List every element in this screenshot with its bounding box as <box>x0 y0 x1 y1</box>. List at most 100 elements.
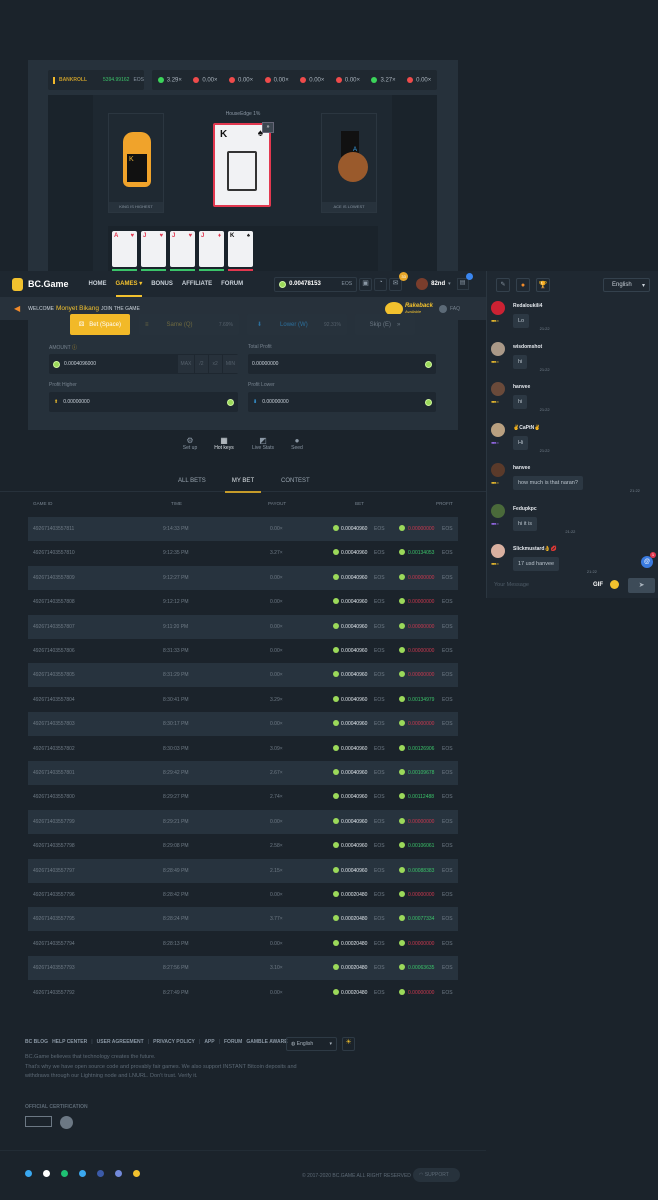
github-icon[interactable] <box>43 1170 50 1177</box>
facebook-icon[interactable] <box>97 1170 104 1177</box>
rocket-icon[interactable]: ● <box>516 278 530 292</box>
footer-link[interactable]: APP <box>204 1039 215 1045</box>
gif-button[interactable]: GIF <box>593 582 603 588</box>
game-id[interactable]: 492671403557802 <box>33 745 75 752</box>
telegram-icon[interactable] <box>25 1170 32 1177</box>
avatar[interactable] <box>491 422 505 437</box>
discord-icon[interactable] <box>115 1170 122 1177</box>
half-button[interactable]: /2 <box>195 355 208 373</box>
game-id[interactable]: 492671403557799 <box>33 818 75 825</box>
game-id[interactable]: 492671403557811 <box>33 526 75 532</box>
game-id[interactable]: 492671403557796 <box>33 892 75 898</box>
support-button[interactable]: ◠ SUPPORT <box>413 1168 460 1182</box>
logo-text[interactable]: BC.Game <box>28 279 69 289</box>
game-id[interactable]: 492671403557793 <box>33 965 75 972</box>
seed-tool[interactable]: ● Seed <box>282 436 312 451</box>
game-id[interactable]: 492671403557809 <box>33 574 75 581</box>
game-id[interactable]: 492671403557797 <box>33 867 75 874</box>
avatar[interactable] <box>491 382 505 396</box>
info-icon[interactable]: ⓘ <box>71 345 77 351</box>
game-id[interactable]: 492671403557803 <box>33 721 75 728</box>
theme-toggle-sun-icon[interactable]: ☀ <box>342 1037 355 1051</box>
chat-username[interactable]: Redaloukili4 <box>513 303 543 309</box>
nav-affiliate[interactable]: AFFILIATE <box>181 281 213 287</box>
faq-link[interactable]: FAQ <box>449 305 460 312</box>
chat-tools-icon[interactable]: ✎ <box>496 278 510 292</box>
welcome-user[interactable]: Monyet Bikang <box>56 305 99 312</box>
game-id[interactable]: 492671403557800 <box>33 794 75 801</box>
avatar[interactable] <box>491 544 505 558</box>
footer-language-select[interactable]: ◍ English ▾ <box>286 1037 337 1051</box>
certification-badge-icon[interactable] <box>25 1116 52 1127</box>
tab-all-bets[interactable]: ALL BETS <box>178 478 206 484</box>
live-stats-tool[interactable]: ◩ Live Stats <box>248 436 278 451</box>
wallet-balance[interactable]: 0.00478153 EOS <box>274 276 358 292</box>
tab-my-bet[interactable]: MY BET <box>225 478 261 493</box>
avatar[interactable] <box>491 341 505 356</box>
avatar[interactable] <box>491 463 505 477</box>
faq-icon[interactable] <box>438 304 447 313</box>
chat-message-input[interactable]: Your Message <box>494 582 529 588</box>
game-id[interactable]: 492671403557808 <box>33 599 75 606</box>
setup-tool[interactable]: ⚙ Set up <box>175 436 205 451</box>
double-button[interactable]: x2 <box>208 355 222 373</box>
trophy-icon[interactable]: 🏆 <box>536 278 550 292</box>
chat-username[interactable]: hanvee <box>513 384 531 390</box>
nav-forum[interactable]: FORUM <box>221 281 244 287</box>
game-id[interactable]: 492671403557806 <box>33 648 75 654</box>
game-id[interactable]: 492671403557805 <box>33 672 75 679</box>
same-button[interactable]: ≡ Same (Q) 7.69% <box>139 314 239 335</box>
bet-button[interactable]: ⚄ Bet (Space) <box>70 314 130 335</box>
user-avatar[interactable] <box>416 278 429 290</box>
medium-icon[interactable] <box>61 1170 68 1177</box>
send-button[interactable]: ➤ <box>628 578 655 593</box>
chevron-down-icon[interactable]: ▾ <box>448 281 451 287</box>
footer-link[interactable]: BC BLOG <box>25 1039 49 1045</box>
nav-bonus[interactable]: BONUS <box>151 281 173 287</box>
game-id[interactable]: 492671403557810 <box>33 550 75 557</box>
rakeback-button[interactable]: Rakeback Available <box>384 301 433 316</box>
user-rank[interactable]: 82nd <box>431 281 446 287</box>
chat-username[interactable]: ✌CaPtN✌ <box>513 424 541 431</box>
emoji-icon[interactable] <box>610 580 619 589</box>
footer-link[interactable]: GAMBLE AWARE <box>246 1039 288 1045</box>
hotkeys-tool[interactable]: ▦ Hot keys <box>209 436 239 451</box>
avatar[interactable] <box>491 503 505 518</box>
game-id[interactable]: 492671403557798 <box>33 843 75 850</box>
tab-contest[interactable]: CONTEST <box>281 478 310 484</box>
min-button[interactable]: MIN <box>222 355 238 373</box>
game-id[interactable]: 492671403557794 <box>33 940 75 947</box>
wallet-icon[interactable]: ▣ <box>359 277 373 291</box>
nav-home[interactable]: HOME <box>88 281 107 287</box>
footer-link[interactable]: HELP CENTER <box>52 1039 88 1045</box>
twitter-icon[interactable] <box>79 1170 86 1177</box>
mention-button[interactable]: @1 <box>641 552 656 568</box>
game-id[interactable]: 492671403557807 <box>33 623 75 630</box>
game-id[interactable]: 492671403557804 <box>33 696 75 703</box>
amount-value[interactable]: 0.0004096000 <box>64 361 96 367</box>
lower-button[interactable]: ⬇ Lower (W) 92.31% <box>247 314 347 335</box>
footer-link[interactable]: USER AGREEMENT <box>96 1039 144 1045</box>
avatar[interactable] <box>491 301 505 315</box>
game-id[interactable]: 492671403557801 <box>33 770 75 776</box>
skip-button[interactable]: Skip (E) » <box>355 314 415 335</box>
chat-username[interactable]: Fedupkpc <box>513 505 537 512</box>
nav-games[interactable]: GAMES ▾ <box>115 272 143 297</box>
bell-icon[interactable]: ◔ <box>374 277 388 291</box>
language-select[interactable]: English ▾ <box>603 278 650 292</box>
amount-input[interactable]: 0.0004096000 MAX /2 x2 MIN <box>49 354 238 374</box>
max-button[interactable]: MAX <box>177 355 195 373</box>
mail-icon[interactable]: ✉ 33 <box>389 271 409 291</box>
chat-username[interactable]: Slickmustard👌💋 <box>513 546 557 552</box>
bitcoin-icon[interactable] <box>133 1170 140 1177</box>
footer-link[interactable]: PRIVACY POLICY <box>153 1039 195 1045</box>
certification-seal-icon[interactable] <box>60 1116 73 1129</box>
chat-username[interactable]: hanvee <box>513 465 531 471</box>
game-id[interactable]: 492671403557792 <box>33 989 75 996</box>
game-id[interactable]: 492671403557795 <box>33 916 75 923</box>
skip-card-button[interactable]: » <box>262 122 274 133</box>
chat-toggle-icon[interactable]: ▤ <box>456 273 473 290</box>
footer-link[interactable]: FORUM <box>224 1039 243 1045</box>
chat-username[interactable]: wisdomshot <box>513 343 543 350</box>
currency-select[interactable]: EOS <box>341 281 353 287</box>
